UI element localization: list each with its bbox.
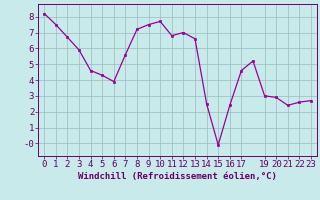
X-axis label: Windchill (Refroidissement éolien,°C): Windchill (Refroidissement éolien,°C) (78, 172, 277, 181)
